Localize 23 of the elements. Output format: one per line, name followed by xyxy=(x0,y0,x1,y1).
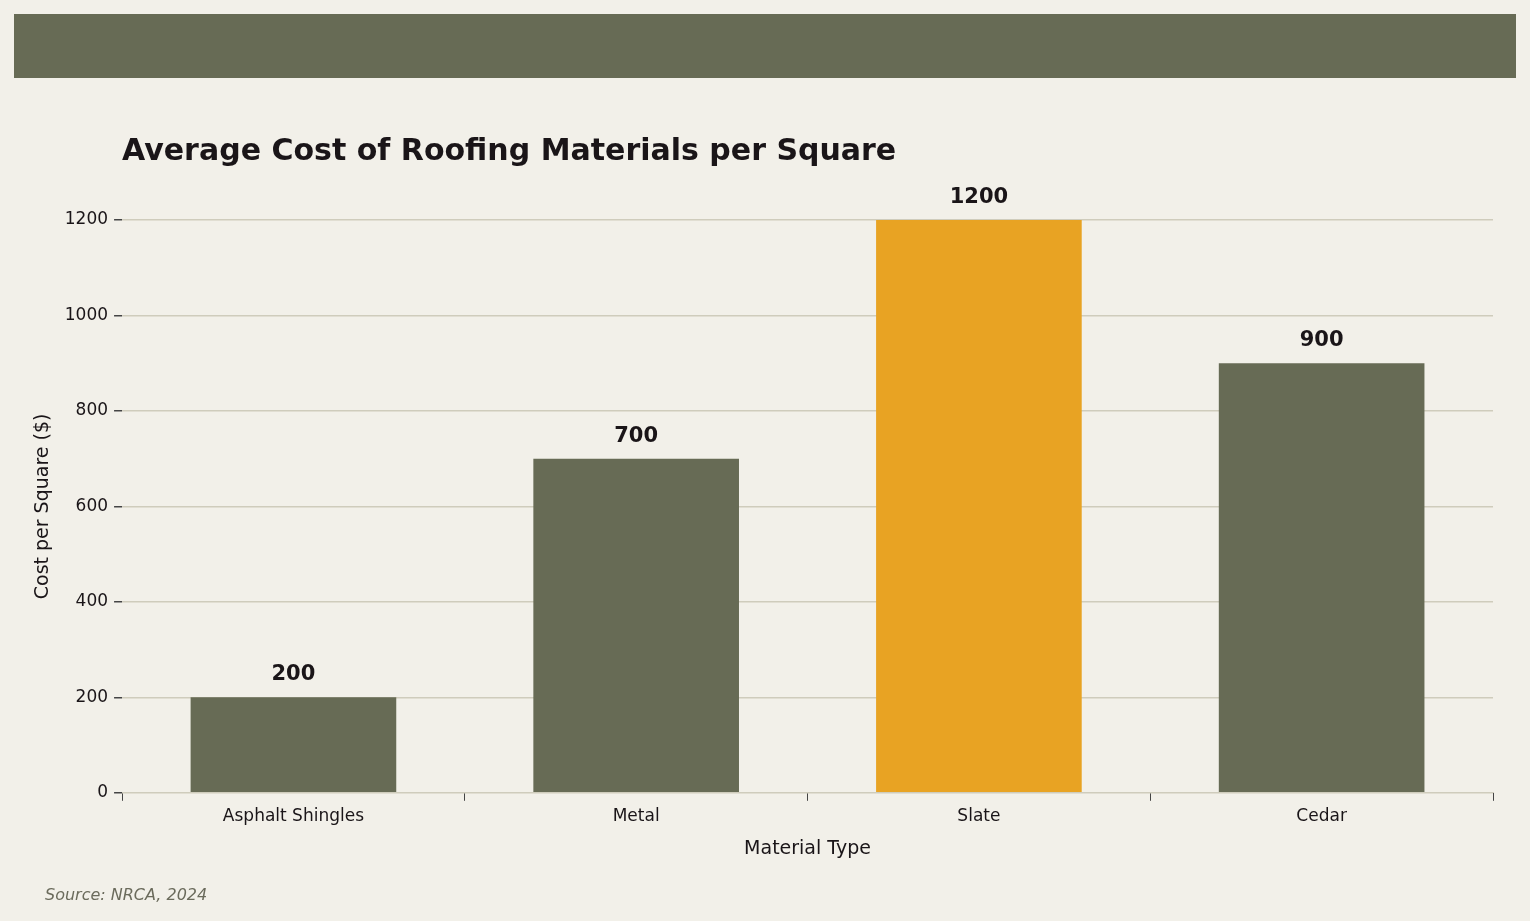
y-tick-label: 800 xyxy=(75,399,109,420)
source-note: Source: NRCA, 2024 xyxy=(45,885,208,905)
x-tick-label: Cedar xyxy=(1296,805,1347,826)
bar xyxy=(1218,363,1425,793)
y-tick-label: 600 xyxy=(75,494,109,515)
y-tick-label: 1200 xyxy=(64,208,109,229)
x-tick-label: Metal xyxy=(612,805,660,826)
y-axis-title: Cost per Square ($) xyxy=(30,413,53,600)
y-tick-label: 200 xyxy=(75,685,109,706)
y-tick-label: 0 xyxy=(97,781,109,802)
y-tick-label: 400 xyxy=(75,590,109,611)
bar xyxy=(876,220,1082,793)
x-tick-label: Slate xyxy=(957,805,1001,826)
bar xyxy=(190,697,397,793)
data-label: 1200 xyxy=(949,183,1009,208)
bar xyxy=(533,458,739,793)
x-tick-label: Asphalt Shingles xyxy=(222,805,365,826)
chart-title: Average Cost of Roofing Materials per Square xyxy=(122,131,897,167)
data-label: 700 xyxy=(614,422,659,447)
y-tick-label: 1000 xyxy=(64,303,109,324)
data-label: 900 xyxy=(1299,327,1344,352)
data-label: 200 xyxy=(271,661,316,686)
x-axis-title: Material Type xyxy=(744,835,871,858)
